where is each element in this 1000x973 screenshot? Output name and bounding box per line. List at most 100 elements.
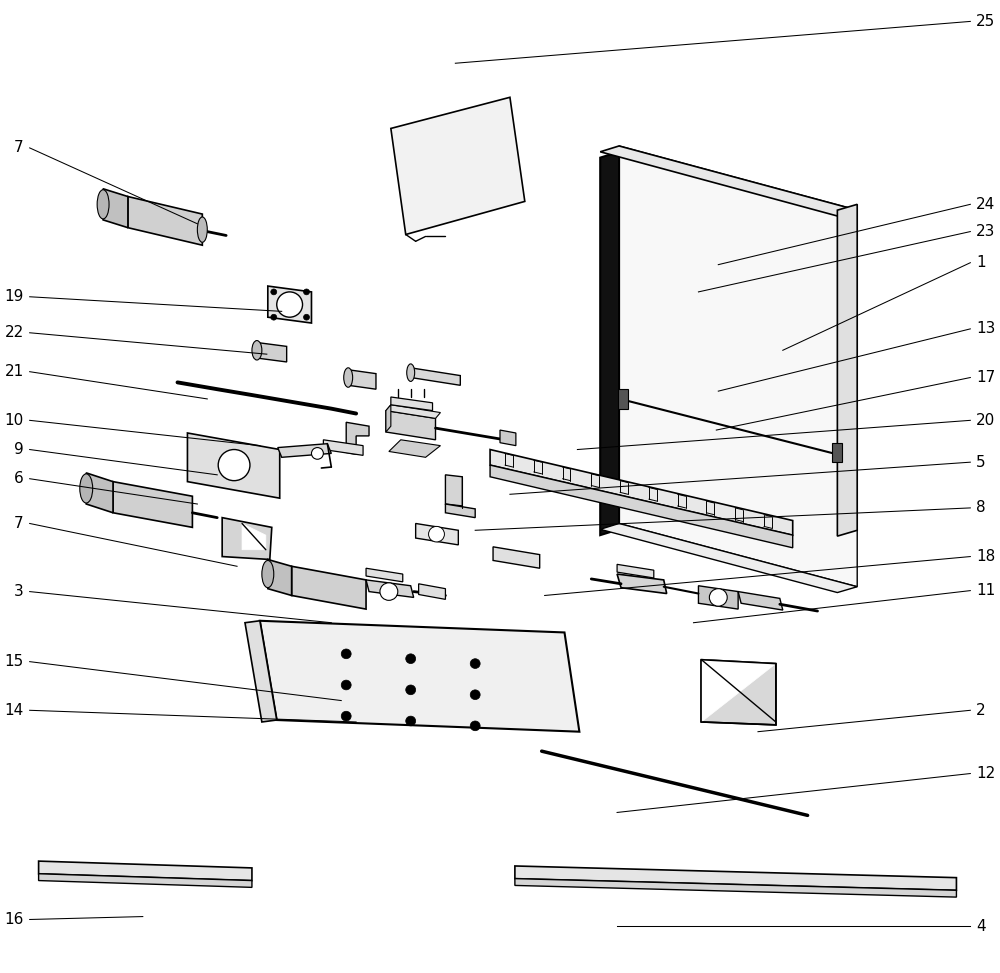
Polygon shape bbox=[39, 861, 252, 881]
Circle shape bbox=[304, 289, 309, 295]
Polygon shape bbox=[619, 146, 857, 587]
Text: 3: 3 bbox=[14, 584, 24, 599]
Text: 8: 8 bbox=[976, 500, 986, 516]
Circle shape bbox=[271, 314, 277, 320]
Text: 2: 2 bbox=[976, 703, 986, 718]
Polygon shape bbox=[698, 586, 738, 609]
Polygon shape bbox=[103, 189, 128, 228]
Polygon shape bbox=[366, 568, 403, 582]
Polygon shape bbox=[738, 592, 783, 610]
Polygon shape bbox=[600, 146, 857, 216]
Circle shape bbox=[311, 448, 323, 459]
Ellipse shape bbox=[262, 560, 274, 588]
Text: 19: 19 bbox=[4, 289, 24, 305]
Ellipse shape bbox=[80, 474, 93, 503]
Text: 18: 18 bbox=[976, 549, 996, 564]
Polygon shape bbox=[389, 440, 440, 457]
Polygon shape bbox=[837, 204, 857, 536]
Polygon shape bbox=[411, 368, 460, 385]
Polygon shape bbox=[242, 523, 266, 550]
Text: 1: 1 bbox=[976, 255, 986, 270]
Text: 24: 24 bbox=[976, 197, 996, 212]
Polygon shape bbox=[128, 197, 202, 245]
Ellipse shape bbox=[407, 364, 415, 381]
Polygon shape bbox=[222, 518, 272, 559]
Text: 20: 20 bbox=[976, 413, 996, 428]
Polygon shape bbox=[490, 465, 793, 548]
Polygon shape bbox=[515, 879, 956, 897]
Polygon shape bbox=[257, 342, 287, 362]
Circle shape bbox=[406, 716, 416, 726]
Circle shape bbox=[218, 450, 250, 481]
Text: 17: 17 bbox=[976, 370, 996, 385]
Text: 11: 11 bbox=[976, 583, 996, 598]
Polygon shape bbox=[386, 411, 436, 440]
Polygon shape bbox=[701, 660, 776, 722]
Text: 22: 22 bbox=[4, 325, 24, 341]
Polygon shape bbox=[278, 444, 331, 457]
Circle shape bbox=[470, 721, 480, 731]
Polygon shape bbox=[493, 547, 540, 568]
Circle shape bbox=[271, 289, 277, 295]
Polygon shape bbox=[832, 443, 842, 462]
Polygon shape bbox=[292, 566, 366, 609]
Polygon shape bbox=[600, 152, 619, 535]
Ellipse shape bbox=[197, 217, 207, 242]
Polygon shape bbox=[113, 482, 192, 527]
Circle shape bbox=[380, 583, 398, 600]
Text: 21: 21 bbox=[4, 364, 24, 379]
Polygon shape bbox=[490, 450, 793, 535]
Circle shape bbox=[406, 654, 416, 664]
Polygon shape bbox=[445, 475, 462, 506]
Polygon shape bbox=[515, 866, 956, 890]
Text: 4: 4 bbox=[976, 919, 986, 934]
Polygon shape bbox=[39, 874, 252, 887]
Circle shape bbox=[304, 314, 309, 320]
Text: 14: 14 bbox=[4, 703, 24, 718]
Text: 12: 12 bbox=[976, 766, 996, 781]
Text: 13: 13 bbox=[976, 321, 996, 337]
Circle shape bbox=[470, 690, 480, 700]
Text: 15: 15 bbox=[4, 654, 24, 669]
Polygon shape bbox=[391, 397, 433, 411]
Polygon shape bbox=[500, 430, 516, 446]
Text: 7: 7 bbox=[14, 140, 24, 156]
Circle shape bbox=[406, 685, 416, 695]
Polygon shape bbox=[618, 389, 628, 409]
Circle shape bbox=[709, 589, 727, 606]
Text: 25: 25 bbox=[976, 14, 996, 29]
Ellipse shape bbox=[252, 341, 262, 360]
Circle shape bbox=[470, 659, 480, 668]
Polygon shape bbox=[86, 473, 113, 513]
Circle shape bbox=[429, 526, 444, 542]
Text: 16: 16 bbox=[4, 912, 24, 927]
Polygon shape bbox=[391, 97, 525, 234]
Polygon shape bbox=[323, 440, 363, 455]
Polygon shape bbox=[366, 580, 414, 597]
Polygon shape bbox=[617, 574, 667, 594]
Circle shape bbox=[341, 680, 351, 690]
Polygon shape bbox=[348, 370, 376, 389]
Circle shape bbox=[341, 711, 351, 721]
Polygon shape bbox=[187, 433, 280, 498]
Ellipse shape bbox=[97, 190, 109, 219]
Text: 6: 6 bbox=[14, 471, 24, 486]
Polygon shape bbox=[416, 523, 458, 545]
Polygon shape bbox=[386, 405, 440, 418]
Circle shape bbox=[341, 649, 351, 659]
Polygon shape bbox=[260, 621, 579, 732]
Polygon shape bbox=[419, 584, 445, 599]
Text: 9: 9 bbox=[14, 442, 24, 457]
Polygon shape bbox=[346, 422, 369, 454]
Circle shape bbox=[277, 292, 303, 317]
Polygon shape bbox=[245, 621, 277, 722]
Ellipse shape bbox=[344, 368, 353, 387]
Polygon shape bbox=[600, 523, 857, 593]
Text: 10: 10 bbox=[4, 413, 24, 428]
Polygon shape bbox=[268, 559, 292, 595]
Polygon shape bbox=[445, 504, 475, 518]
Polygon shape bbox=[268, 286, 311, 323]
Polygon shape bbox=[617, 564, 654, 578]
Text: 5: 5 bbox=[976, 454, 986, 470]
Polygon shape bbox=[701, 660, 776, 725]
